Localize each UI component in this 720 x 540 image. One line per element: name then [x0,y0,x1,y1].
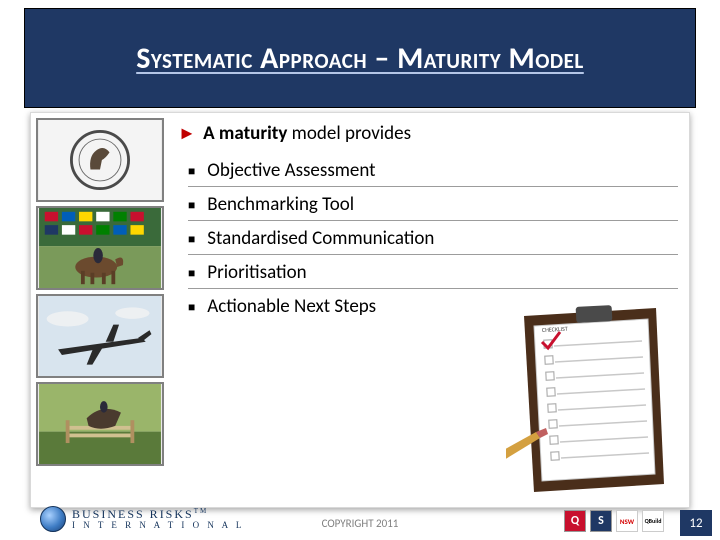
tm-mark: TM [194,507,209,515]
svg-text:CHECKLIST: CHECKLIST [542,325,568,334]
thumb-emblem [36,118,164,202]
mini-logo-qbuild: QBuild [642,510,664,532]
text-area: ► A maturity model provides ■ Objective A… [178,122,678,322]
title-bar: Systematic Approach – Maturity Model [24,8,696,108]
bullet-list: ■ Objective Assessment ■ Benchmarking Tool… [178,153,678,322]
mini-logo-q: Q [564,510,586,532]
bullet-text: Objective Assessment [207,159,375,182]
arrow-icon: ► [178,122,196,144]
bullet-item: ■ Prioritisation [188,255,678,289]
square-bullet-icon: ■ [188,232,195,247]
bullet-text: Standardised Communication [207,227,434,250]
thumb-jumping [36,382,164,466]
bullet-text: Prioritisation [207,261,306,284]
heading-line: ► A maturity model provides [178,122,678,145]
slide: Systematic Approach – Maturity Model [0,0,720,540]
square-bullet-icon: ■ [188,164,195,179]
bullet-text: Actionable Next Steps [207,295,376,318]
mini-logo-nsw: NSW [616,510,638,532]
thumb-flags-horse [36,206,164,290]
heading-bold: A maturity [203,122,287,145]
content-box: ► A maturity model provides ■ Objective A… [30,112,690,508]
heading-rest: model provides [287,122,411,145]
square-bullet-icon: ■ [188,266,195,281]
bullet-item: ■ Objective Assessment [188,153,678,187]
left-image-column [36,118,164,470]
footer: BUSINESS RISKSTM I N T E R N A T I O N A… [0,506,720,536]
bullet-text: Benchmarking Tool [207,193,354,216]
thumb-airplane [36,294,164,378]
clipboard-image: CHECKLIST [506,302,666,494]
footer-logos-right: Q S NSW QBuild [564,510,664,532]
bullet-item: ■ Benchmarking Tool [188,187,678,221]
page-number: 12 [680,510,712,536]
slide-title: Systematic Approach – Maturity Model [136,42,584,75]
bullet-item: ■ Standardised Communication [188,221,678,255]
mini-logo-s: S [590,510,612,532]
square-bullet-icon: ■ [188,198,195,213]
square-bullet-icon: ■ [188,300,195,315]
